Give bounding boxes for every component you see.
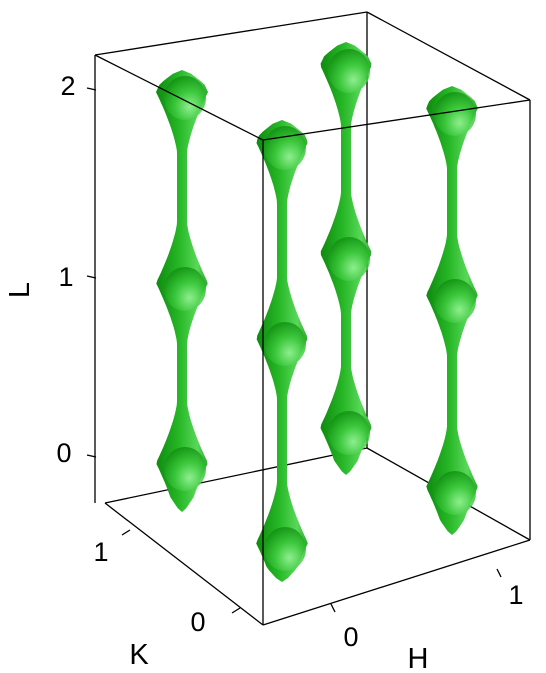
l-tick-label-1: 1 (58, 262, 73, 292)
tube-back-left-bulb-1 (164, 267, 206, 311)
box-back-edges (94, 11, 531, 541)
fermi-surface-tubes (156, 42, 478, 582)
l-tick-label-2: 2 (60, 71, 75, 101)
tube-back-right-bulb-1 (434, 279, 476, 323)
tube-back-right-bulb-2 (434, 471, 476, 515)
tube-back-right (426, 86, 478, 535)
tube-back-left (156, 70, 208, 512)
h-axis-title: H (408, 643, 429, 673)
l-tick-label-0: 0 (56, 438, 71, 468)
k-tick-label-0: 0 (190, 607, 205, 637)
tube-back-right-bulb-0 (434, 92, 476, 136)
tube-front (256, 120, 308, 582)
h-tick-label-1: 1 (508, 580, 523, 610)
tube-front-bulb-2 (264, 527, 306, 571)
tube-back-left-bulb-0 (164, 76, 206, 120)
k-axis: 1 0 K (93, 529, 241, 671)
k-axis-title: K (129, 639, 149, 671)
box-front-edges (94, 11, 531, 626)
k-tick-label-1: 1 (93, 537, 108, 567)
tube-back-center-bulb-0 (328, 49, 370, 93)
tube-front-bulb-1 (264, 322, 306, 366)
h-tick-label-0: 0 (343, 622, 358, 652)
tube-back-left-bulb-2 (164, 447, 206, 491)
tube-back-center (320, 42, 372, 475)
l-axis-title: L (4, 282, 36, 298)
tube-back-center-bulb-2 (328, 411, 370, 455)
tube-back-center-bulb-1 (328, 237, 370, 281)
l-axis: 0 1 2 L (4, 71, 97, 468)
tube-front-bulb-0 (264, 126, 306, 170)
h-axis: 0 1 H (330, 568, 524, 673)
